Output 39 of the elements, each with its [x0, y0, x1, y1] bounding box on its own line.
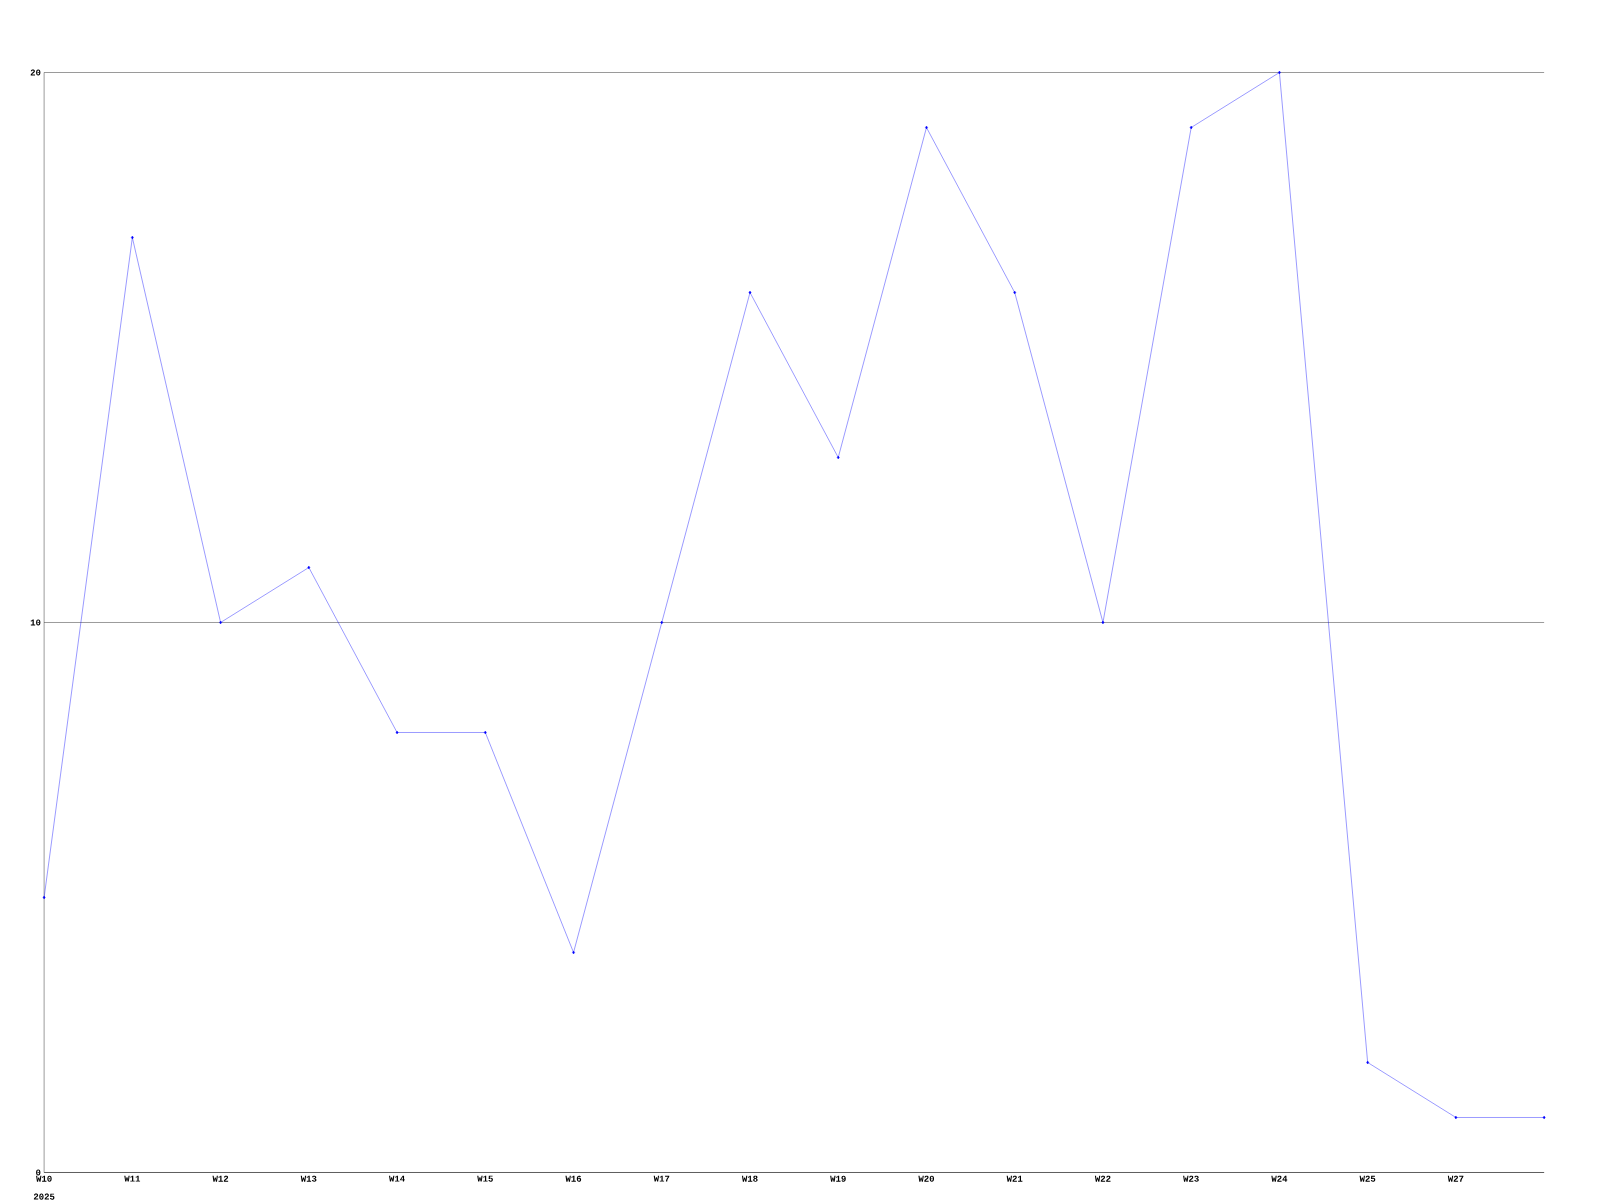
x-tick-label: W19 [830, 1175, 846, 1182]
point [395, 730, 399, 735]
x-tick-label: W11 [124, 1175, 141, 1182]
x-tick-label: W10 [36, 1175, 52, 1182]
x-tick-label: W14 [389, 1175, 405, 1182]
y-tick-label: 10 [30, 619, 41, 626]
text: 2025 [33, 1193, 55, 1200]
point [219, 620, 222, 625]
x-tick-label: W24 [1271, 1175, 1288, 1182]
x-tick-label: W16 [565, 1175, 582, 1182]
x-tick-label: W18 [741, 1175, 758, 1182]
point [1013, 290, 1017, 295]
point [836, 455, 840, 460]
point [1278, 70, 1281, 75]
y-tick-label: 0 [36, 1169, 41, 1176]
y-tick-label: 20 [30, 69, 41, 76]
point [483, 730, 487, 735]
point [131, 235, 134, 240]
point [307, 565, 311, 570]
point [1101, 620, 1105, 625]
point [572, 950, 575, 955]
x-tick-label: W23 [1183, 1175, 1199, 1182]
x-tick-label: W20 [918, 1175, 935, 1182]
point [1454, 1115, 1458, 1120]
point [42, 895, 46, 900]
point [1366, 1060, 1369, 1065]
point [748, 290, 752, 295]
point [1542, 1115, 1546, 1120]
x-tick-label: W13 [300, 1175, 317, 1182]
x-tick-label: W27 [1447, 1175, 1464, 1182]
point [925, 125, 928, 130]
x-tick-label: W17 [653, 1175, 670, 1182]
x-tick-label: W21 [1006, 1175, 1023, 1182]
x-tick-label: W25 [1359, 1175, 1376, 1182]
x-tick-label: W12 [212, 1175, 229, 1182]
x-tick-label: W22 [1094, 1175, 1111, 1182]
point [660, 620, 664, 625]
x-tick-label: W15 [477, 1175, 493, 1182]
point [1189, 125, 1193, 130]
